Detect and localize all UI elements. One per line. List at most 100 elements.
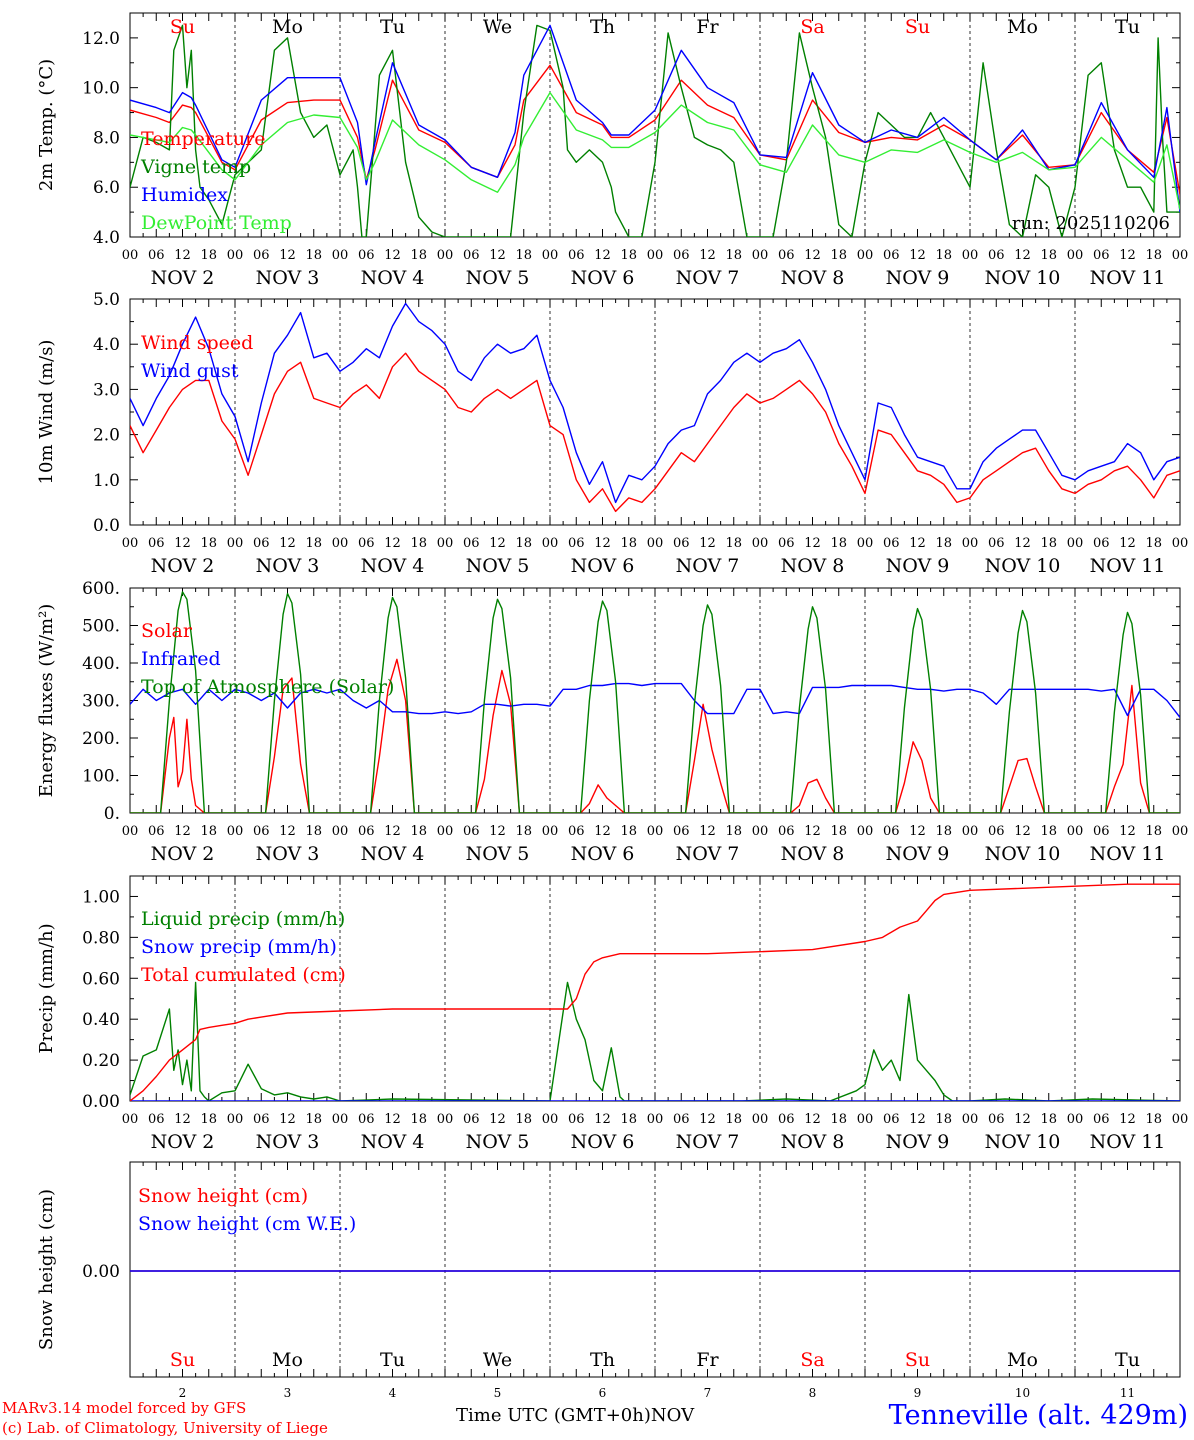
weekday-label: Tu <box>1115 1349 1140 1371</box>
day-number: 6 <box>599 1386 607 1400</box>
y-tick-label: 0.00 <box>82 1262 120 1282</box>
hour-label: 18 <box>410 824 427 839</box>
hour-label: 12 <box>594 824 611 839</box>
day-label: NOV 7 <box>676 267 740 289</box>
day-label: NOV 5 <box>466 267 530 289</box>
weekday-label: Sa <box>800 16 824 38</box>
hour-label: 12 <box>279 824 296 839</box>
day-number: 5 <box>494 1386 502 1400</box>
hour-label: 06 <box>253 824 270 839</box>
hour-label: 12 <box>1014 824 1031 839</box>
hour-label: 06 <box>778 824 795 839</box>
hour-label: 00 <box>437 824 454 839</box>
series-liquid-precip-mm-h <box>130 981 1180 1101</box>
hour-label: 18 <box>515 536 532 551</box>
day-label: NOV 6 <box>571 843 635 865</box>
x-axis-title-text: Time UTC (GMT+0h) <box>456 1405 651 1426</box>
day-label: NOV 4 <box>361 1131 425 1153</box>
hour-label: 00 <box>542 248 559 263</box>
y-tick-label: 200. <box>82 729 120 749</box>
hour-label: 18 <box>410 1112 427 1127</box>
day-label: NOV 8 <box>781 555 845 577</box>
day-label: NOV 9 <box>886 555 950 577</box>
run-label: run: 2025110206 <box>1012 213 1170 234</box>
hour-label: 12 <box>384 248 401 263</box>
hour-label: 06 <box>883 248 900 263</box>
y-tick-label: 4.0 <box>93 228 120 248</box>
day-number: 3 <box>284 1386 292 1400</box>
hour-label: 06 <box>358 1112 375 1127</box>
day-label: NOV 9 <box>886 1131 950 1153</box>
hour-label: 00 <box>962 536 979 551</box>
x-axis-title: Time UTC (GMT+0h)NOV <box>456 1405 694 1426</box>
hour-label: 00 <box>647 824 664 839</box>
hour-label: 18 <box>725 536 742 551</box>
day-label: NOV 5 <box>466 843 530 865</box>
day-label: NOV 9 <box>886 843 950 865</box>
hour-label: 06 <box>253 536 270 551</box>
weekday-label: We <box>483 16 512 38</box>
hour-label: 06 <box>673 824 690 839</box>
hour-label: 12 <box>1014 248 1031 263</box>
y-axis-label: 2m Temp. (°C) <box>36 59 57 191</box>
series-group <box>130 883 1180 1101</box>
hour-label: 00 <box>332 1112 349 1127</box>
weekday-label: Fr <box>696 16 719 38</box>
day-number: 2 <box>179 1386 187 1400</box>
hour-label: 00 <box>857 824 874 839</box>
hour-label: 00 <box>227 1112 244 1127</box>
legend-entry: Snow precip (mm/h) <box>141 936 337 958</box>
panel-2: 0.0 1.0 2.0 3.0 4.0 5.0 10m Wind (m/s) Wind spe… <box>36 290 1188 577</box>
hour-label: 00 <box>752 1112 769 1127</box>
day-label: NOV 11 <box>1090 555 1166 577</box>
hour-label: 06 <box>883 536 900 551</box>
hour-label: 00 <box>332 824 349 839</box>
hour-label: 00 <box>542 536 559 551</box>
hour-label: 12 <box>909 824 926 839</box>
hour-label: 06 <box>568 248 585 263</box>
hour-label: 06 <box>1093 824 1110 839</box>
day-label: NOV 6 <box>571 555 635 577</box>
day-label: NOV 5 <box>466 1131 530 1153</box>
hour-label: 00 <box>1067 536 1084 551</box>
hour-label: 18 <box>410 248 427 263</box>
hour-label: 00 <box>332 536 349 551</box>
legend-entry: Top of Atmosphere (Solar) <box>141 676 394 698</box>
y-tick-label: 0.40 <box>82 1010 120 1030</box>
hour-label: 06 <box>358 824 375 839</box>
hour-label: 06 <box>1093 1112 1110 1127</box>
hour-label: 06 <box>463 824 480 839</box>
y-axis-label: Energy fluxes (W/m²) <box>36 604 57 798</box>
hour-label: 12 <box>594 1112 611 1127</box>
hour-label: 12 <box>804 824 821 839</box>
hour-label: 12 <box>699 248 716 263</box>
y-tick-label: 5.0 <box>93 290 120 310</box>
hour-label: 06 <box>988 536 1005 551</box>
hour-label: 12 <box>804 1112 821 1127</box>
hour-label: 18 <box>830 248 847 263</box>
weekday-label: Su <box>170 16 195 38</box>
hour-label: 18 <box>515 248 532 263</box>
y-tick-label: 300. <box>82 692 120 712</box>
day-label: NOV 4 <box>361 843 425 865</box>
hour-label: 00 <box>122 536 139 551</box>
hour-label: 06 <box>778 536 795 551</box>
hour-label: 06 <box>253 248 270 263</box>
legend-entry: Temperature <box>141 128 265 150</box>
hour-label: 12 <box>489 248 506 263</box>
legend-entry: Vigne temp <box>140 156 251 178</box>
hour-label: 00 <box>1172 248 1189 263</box>
hour-label: 00 <box>122 824 139 839</box>
hour-label: 06 <box>358 248 375 263</box>
hour-label: 12 <box>1014 536 1031 551</box>
hour-label: 12 <box>699 1112 716 1127</box>
day-number: 8 <box>809 1386 817 1400</box>
weekday-label: Mo <box>272 1349 303 1371</box>
day-label: NOV 7 <box>676 1131 740 1153</box>
legend-entry: Snow height (cm) <box>138 1185 308 1207</box>
hour-label: 00 <box>1172 824 1189 839</box>
y-tick-label: 0.80 <box>82 928 120 948</box>
hour-label: 18 <box>1145 1112 1162 1127</box>
hour-label: 00 <box>227 536 244 551</box>
hour-label: 06 <box>778 1112 795 1127</box>
